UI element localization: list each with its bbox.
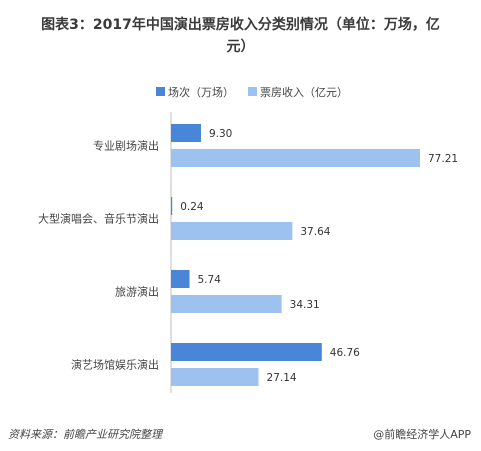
legend-label-0: 场次（万场）	[168, 85, 234, 99]
bar-0-0	[171, 124, 201, 142]
legend-swatch-0	[156, 87, 165, 96]
category-label-1: 大型演唱会、音乐节演出	[38, 212, 159, 226]
data-label-0-1: 0.24	[180, 201, 204, 213]
data-label-0-0: 9.30	[209, 128, 232, 140]
category-label-2: 旅游演出	[115, 285, 159, 299]
legend-swatch-1	[248, 87, 257, 96]
bar-0-2	[171, 270, 190, 288]
data-label-0-2: 5.74	[198, 274, 222, 286]
bar-1-3	[171, 368, 259, 386]
source-note: 资料来源：前瞻产业研究院整理	[8, 428, 162, 441]
data-label-1-1: 37.64	[300, 226, 330, 238]
bar-1-0	[171, 149, 421, 167]
chart-title-line2: 元）	[226, 39, 255, 55]
data-label-0-3: 46.76	[330, 347, 360, 359]
category-label-3: 演艺场馆娱乐演出	[71, 358, 159, 372]
bar-1-2	[171, 295, 282, 313]
bar-0-1	[171, 197, 173, 215]
chart-title-line1: 图表3：2017年中国演出票房收入分类别情况（单位：万场，亿	[41, 17, 440, 33]
data-label-1-0: 77.21	[428, 153, 458, 165]
watermark: @前瞻经济学人APP	[373, 428, 471, 441]
chart-title: 图表3：2017年中国演出票房收入分类别情况（单位：万场，亿 元）	[0, 14, 481, 58]
bar-1-1	[171, 222, 293, 240]
data-label-1-2: 34.31	[290, 299, 320, 311]
legend-label-1: 票房收入（亿元）	[260, 85, 348, 99]
bar-0-3	[171, 343, 322, 361]
category-label-0: 专业剧场演出	[93, 139, 159, 153]
data-label-1-3: 27.14	[267, 372, 297, 384]
